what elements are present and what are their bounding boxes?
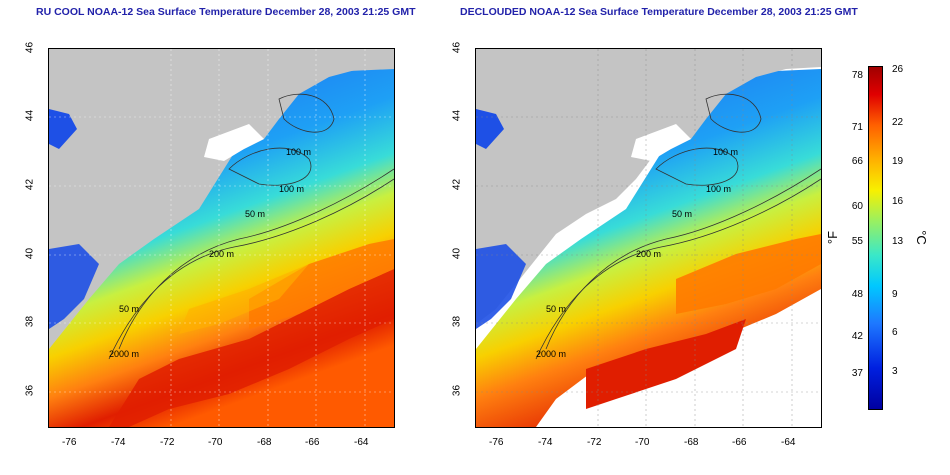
contour-label: 100 m <box>286 147 312 157</box>
f-tick: 55 <box>851 236 863 247</box>
contour-label: 200 m <box>209 249 235 259</box>
x-tick-label: -66 <box>732 437 747 448</box>
c-tick: 9 <box>892 289 898 300</box>
f-tick: 71 <box>851 122 863 133</box>
x-tick-label: -74 <box>538 437 553 448</box>
f-tick: 66 <box>851 156 863 167</box>
y-tick-label: 42 <box>451 178 463 191</box>
y-tick-label: 36 <box>24 384 36 397</box>
x-tick-label: -74 <box>111 437 126 448</box>
f-tick: 60 <box>851 201 863 212</box>
f-tick: 42 <box>851 331 863 342</box>
left-map-title: RU COOL NOAA-12 Sea Surface Temperature … <box>36 6 416 18</box>
y-tick-label: 38 <box>24 315 36 328</box>
c-tick: 6 <box>892 327 898 338</box>
x-tick-label: -64 <box>781 437 796 448</box>
x-tick-label: -68 <box>684 437 699 448</box>
y-tick-label: 38 <box>451 315 463 328</box>
contour-label: 50 m <box>245 209 266 219</box>
contour-label: 100 m <box>713 147 739 157</box>
y-tick-label: 44 <box>24 109 36 122</box>
x-tick-label: -70 <box>635 437 650 448</box>
contour-label: 200 m <box>636 249 662 259</box>
c-tick: 19 <box>892 156 904 167</box>
contour-label: 50 m <box>672 209 693 219</box>
right-map-title: DECLOUDED NOAA-12 Sea Surface Temperatur… <box>460 6 858 18</box>
contour-label: 2000 m <box>536 349 567 359</box>
x-tick-label: -76 <box>489 437 504 448</box>
y-tick-label: 44 <box>451 109 463 122</box>
f-tick: 37 <box>851 368 863 379</box>
x-tick-label: -68 <box>257 437 272 448</box>
contour-label: 2000 m <box>109 349 140 359</box>
f-tick: 78 <box>851 70 863 81</box>
y-tick-label: 46 <box>24 41 36 54</box>
x-tick-label: -72 <box>587 437 602 448</box>
c-tick: 26 <box>892 64 904 75</box>
x-tick-label: -76 <box>62 437 77 448</box>
y-tick-label: 40 <box>451 247 463 260</box>
x-tick-label: -64 <box>354 437 369 448</box>
sst-map-raw[interactable]: 100 m 100 m 50 m 200 m 50 m 2000 m <box>48 48 395 428</box>
celsius-unit-label: °C <box>913 230 929 245</box>
fahrenheit-unit-label: °F <box>825 230 841 245</box>
contour-label: 100 m <box>279 184 305 194</box>
c-tick: 3 <box>892 366 898 377</box>
sst-map-declouded-image <box>476 49 821 427</box>
y-tick-label: 46 <box>451 41 463 54</box>
x-tick-label: -66 <box>305 437 320 448</box>
sst-map-raw-image <box>49 49 394 427</box>
x-tick-label: -72 <box>160 437 175 448</box>
sst-map-declouded[interactable]: 100 m 100 m 50 m 200 m 50 m 2000 m <box>475 48 822 428</box>
y-tick-label: 40 <box>24 247 36 260</box>
c-tick: 22 <box>892 117 904 128</box>
c-tick: 13 <box>892 236 904 247</box>
contour-label: 100 m <box>706 184 732 194</box>
contour-label: 50 m <box>119 304 140 314</box>
f-tick: 48 <box>851 289 863 300</box>
contour-label: 50 m <box>546 304 567 314</box>
y-tick-label: 42 <box>24 178 36 191</box>
x-tick-label: -70 <box>208 437 223 448</box>
temperature-colorbar <box>868 66 883 410</box>
y-tick-label: 36 <box>451 384 463 397</box>
c-tick: 16 <box>892 196 904 207</box>
